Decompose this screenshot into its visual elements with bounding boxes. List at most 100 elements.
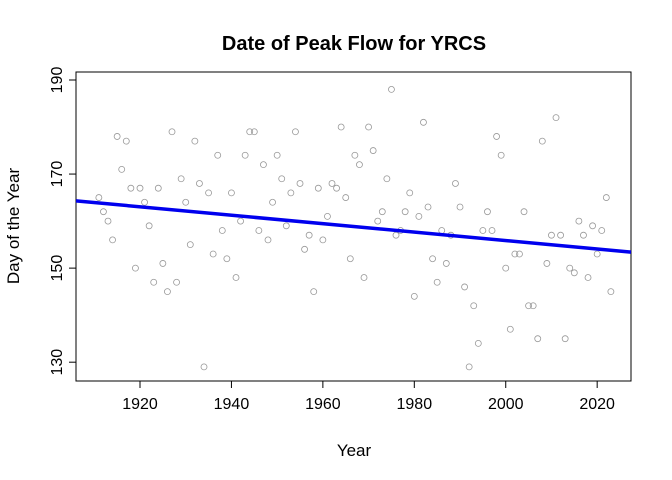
point bbox=[273, 151, 281, 159]
point bbox=[497, 151, 505, 159]
point bbox=[424, 203, 432, 211]
point bbox=[351, 151, 359, 159]
point bbox=[122, 137, 130, 145]
point bbox=[369, 147, 377, 154]
point bbox=[552, 114, 560, 122]
point bbox=[287, 189, 295, 197]
point bbox=[529, 302, 537, 310]
point bbox=[228, 189, 235, 197]
chart-title: Date of Peak Flow for YRCS bbox=[222, 33, 486, 55]
point bbox=[406, 189, 414, 197]
point bbox=[543, 260, 551, 267]
point bbox=[186, 241, 194, 249]
x-tick-label: 2000 bbox=[488, 396, 524, 413]
y-tick-label: 150 bbox=[49, 255, 66, 282]
point bbox=[401, 208, 409, 216]
point bbox=[209, 250, 217, 258]
point bbox=[438, 227, 446, 234]
point bbox=[95, 194, 103, 201]
point bbox=[570, 269, 578, 277]
point bbox=[383, 175, 391, 183]
point bbox=[433, 278, 441, 286]
x-tick-label: 1940 bbox=[214, 396, 250, 413]
point bbox=[392, 231, 400, 239]
point bbox=[324, 212, 331, 220]
point bbox=[456, 203, 464, 211]
point bbox=[511, 250, 519, 258]
point bbox=[241, 151, 249, 159]
point bbox=[520, 208, 528, 216]
point bbox=[328, 180, 336, 187]
point bbox=[118, 165, 126, 173]
point bbox=[141, 198, 148, 206]
point bbox=[100, 208, 107, 216]
point bbox=[607, 288, 615, 296]
point bbox=[584, 274, 592, 281]
point bbox=[580, 231, 587, 239]
point bbox=[292, 128, 299, 136]
point bbox=[136, 184, 144, 192]
y-axis-label: Day of the Year bbox=[4, 168, 23, 285]
point bbox=[506, 325, 514, 333]
point bbox=[232, 274, 240, 281]
point bbox=[410, 292, 418, 300]
point bbox=[589, 222, 596, 230]
point bbox=[214, 151, 222, 159]
point bbox=[525, 302, 532, 310]
point bbox=[429, 255, 436, 263]
point bbox=[282, 222, 290, 230]
point bbox=[360, 274, 368, 281]
point bbox=[237, 217, 244, 225]
point bbox=[337, 123, 345, 131]
point bbox=[177, 175, 185, 183]
point bbox=[378, 208, 386, 216]
point bbox=[255, 227, 263, 234]
point bbox=[109, 236, 116, 244]
point bbox=[388, 86, 395, 93]
point bbox=[534, 335, 542, 343]
point bbox=[150, 278, 158, 286]
point bbox=[104, 217, 112, 225]
point bbox=[365, 123, 372, 131]
point bbox=[301, 245, 308, 253]
point bbox=[374, 217, 382, 225]
point bbox=[218, 227, 226, 234]
point bbox=[319, 236, 327, 244]
point bbox=[264, 236, 272, 244]
point bbox=[346, 255, 354, 263]
point bbox=[470, 302, 478, 310]
point bbox=[575, 217, 583, 225]
plot-frame bbox=[75, 71, 632, 382]
point bbox=[132, 264, 139, 272]
point bbox=[159, 260, 167, 267]
point bbox=[488, 227, 496, 234]
point bbox=[538, 137, 546, 145]
point bbox=[415, 212, 423, 220]
point bbox=[200, 363, 208, 371]
y-tick-label: 170 bbox=[49, 161, 66, 188]
point bbox=[246, 128, 254, 136]
x-tick-label: 2020 bbox=[579, 396, 615, 413]
point bbox=[173, 278, 180, 286]
point bbox=[205, 189, 212, 197]
point bbox=[548, 231, 555, 239]
point bbox=[164, 288, 171, 296]
point bbox=[452, 180, 459, 187]
point bbox=[557, 231, 564, 239]
point bbox=[278, 175, 286, 183]
point bbox=[250, 128, 258, 136]
point bbox=[442, 260, 450, 267]
point bbox=[223, 255, 231, 263]
point bbox=[333, 184, 340, 192]
point bbox=[602, 194, 610, 201]
y-tick-label: 190 bbox=[49, 67, 66, 94]
point bbox=[561, 335, 569, 343]
point bbox=[342, 194, 350, 201]
point bbox=[474, 339, 482, 347]
point bbox=[479, 227, 487, 234]
point bbox=[502, 264, 510, 272]
point bbox=[420, 118, 427, 126]
x-tick-label: 1960 bbox=[305, 396, 341, 413]
point bbox=[154, 184, 162, 192]
trend-line bbox=[75, 199, 632, 254]
